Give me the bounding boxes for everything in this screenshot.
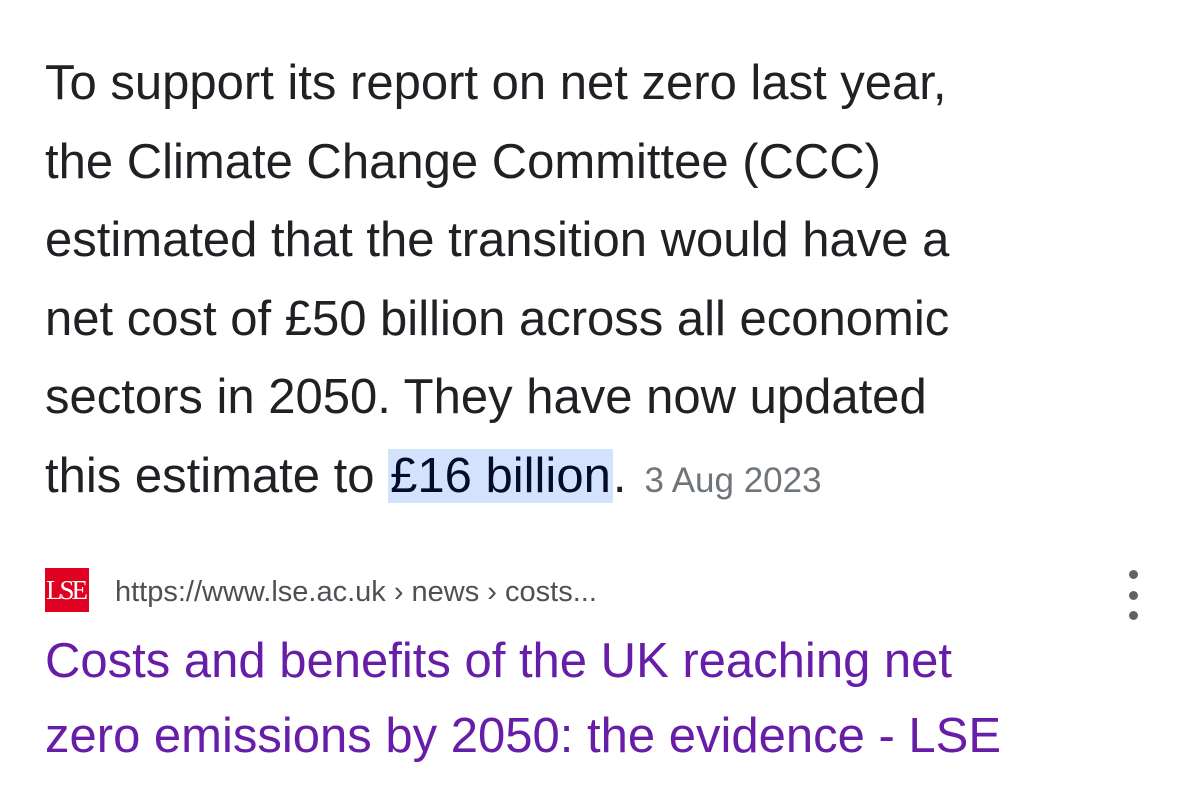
lse-favicon-icon: LSE	[45, 568, 89, 612]
snippet-line: estimated that the transition would have…	[45, 213, 950, 267]
result-url[interactable]: https://www.lse.ac.uk › news › costs...	[115, 576, 597, 608]
result-title-line[interactable]: zero emissions by 2050: the evidence - L…	[45, 709, 1002, 763]
more-vert-icon[interactable]	[1123, 570, 1143, 620]
featured-snippet: To support its report on net zero last y…	[45, 44, 1165, 520]
menu-dot	[1128, 611, 1138, 620]
menu-dot	[1128, 570, 1138, 579]
snippet-date: 3 Aug 2023	[644, 460, 822, 500]
snippet-text: .	[612, 448, 627, 503]
menu-dot	[1128, 590, 1138, 600]
snippet-line: sectors in 2050. They have now updated	[45, 370, 927, 424]
snippet-last-line: this estimate to £16 billion. 3 Aug 2023	[45, 437, 1165, 521]
result-title-link[interactable]: Costs and benefits of the UK reaching ne…	[45, 624, 1165, 774]
highlighted-answer: £16 billion	[388, 448, 613, 503]
snippet-line: the Climate Change Committee (CCC)	[45, 134, 881, 189]
result-source[interactable]: LSE https://www.lse.ac.uk › news › costs…	[45, 568, 1155, 620]
result-title-line[interactable]: Costs and benefits of the UK reaching ne…	[45, 634, 953, 688]
snippet-line: To support its report on net zero last y…	[45, 56, 947, 110]
snippet-text: this estimate to	[45, 448, 389, 503]
snippet-line: net cost of £50 billion across all econo…	[45, 291, 950, 346]
